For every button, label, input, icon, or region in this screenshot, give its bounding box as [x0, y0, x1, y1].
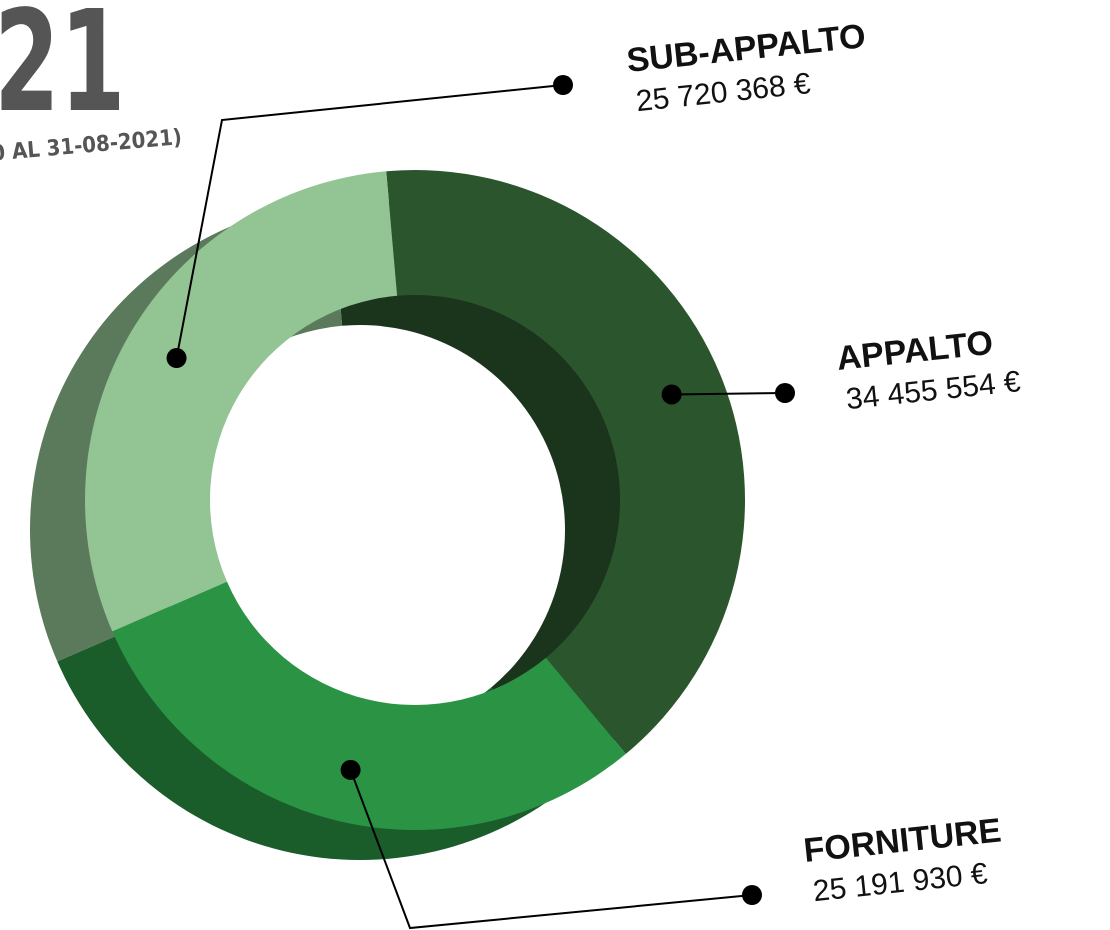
leader-line	[175, 84, 564, 359]
leader-dot	[775, 383, 795, 403]
leader-dot	[166, 348, 187, 369]
leader-dot	[661, 384, 682, 405]
leader-dot	[340, 759, 361, 780]
leader-line	[349, 769, 753, 930]
leader-line	[671, 392, 786, 396]
chart-title: 21	[0, 0, 125, 144]
ring	[85, 170, 746, 830]
leader-dot	[742, 885, 762, 905]
leader-dot	[553, 75, 573, 95]
slice	[386, 170, 746, 754]
slice-label: SUB-APPALTO	[625, 17, 868, 80]
slice	[112, 581, 626, 830]
slice	[85, 171, 398, 632]
